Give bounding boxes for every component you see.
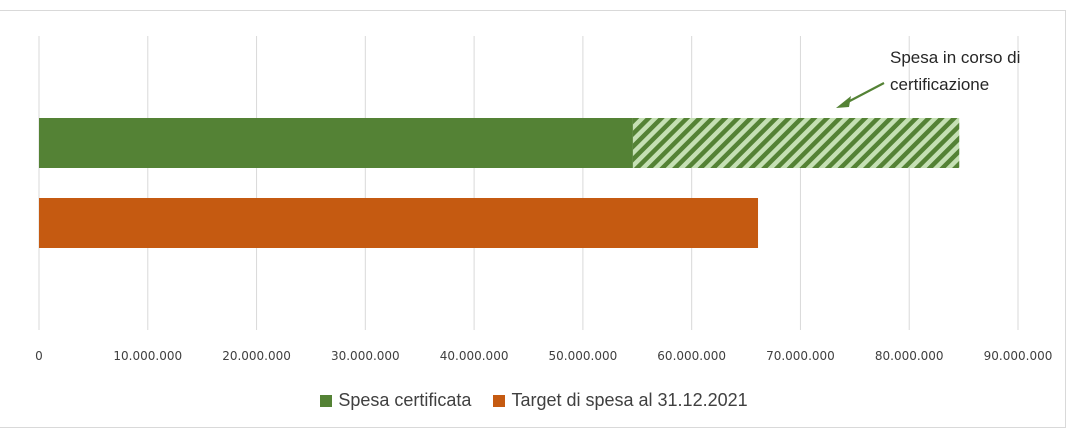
legend: Spesa certificata Target di spesa al 31.… xyxy=(0,390,1068,411)
legend-label: Target di spesa al 31.12.2021 xyxy=(511,390,748,410)
x-tick-label: 90.000.000 xyxy=(984,349,1053,363)
legend-swatch-green xyxy=(320,394,333,407)
x-tick-label: 10.000.000 xyxy=(113,349,182,363)
x-tick-label: 30.000.000 xyxy=(331,349,400,363)
legend-item-target-di-spesa: Target di spesa al 31.12.2021 xyxy=(493,390,748,411)
legend-swatch-orange xyxy=(493,394,506,407)
annotation-line-2: certificazione xyxy=(890,75,989,94)
x-tick-label: 20.000.000 xyxy=(222,349,291,363)
x-tick-label: 40.000.000 xyxy=(440,349,509,363)
legend-label: Spesa certificata xyxy=(338,390,472,410)
annotation-arrow xyxy=(836,82,885,108)
legend-item-spesa-certificata: Spesa certificata xyxy=(320,390,471,411)
annotation-line-1: Spesa in corso di xyxy=(890,48,1020,67)
bar-target-di-spesa xyxy=(39,198,759,248)
chart-border xyxy=(0,10,1066,428)
x-tick-label: 60.000.000 xyxy=(657,349,726,363)
x-tick-label: 50.000.000 xyxy=(549,349,618,363)
x-tick-label: 70.000.000 xyxy=(766,349,835,363)
bar-spesa-certificata xyxy=(39,118,633,168)
bar-spesa-in-corso-di-certificazione xyxy=(632,118,960,168)
x-tick-label: 0 xyxy=(35,349,43,363)
x-tick-label: 80.000.000 xyxy=(875,349,944,363)
